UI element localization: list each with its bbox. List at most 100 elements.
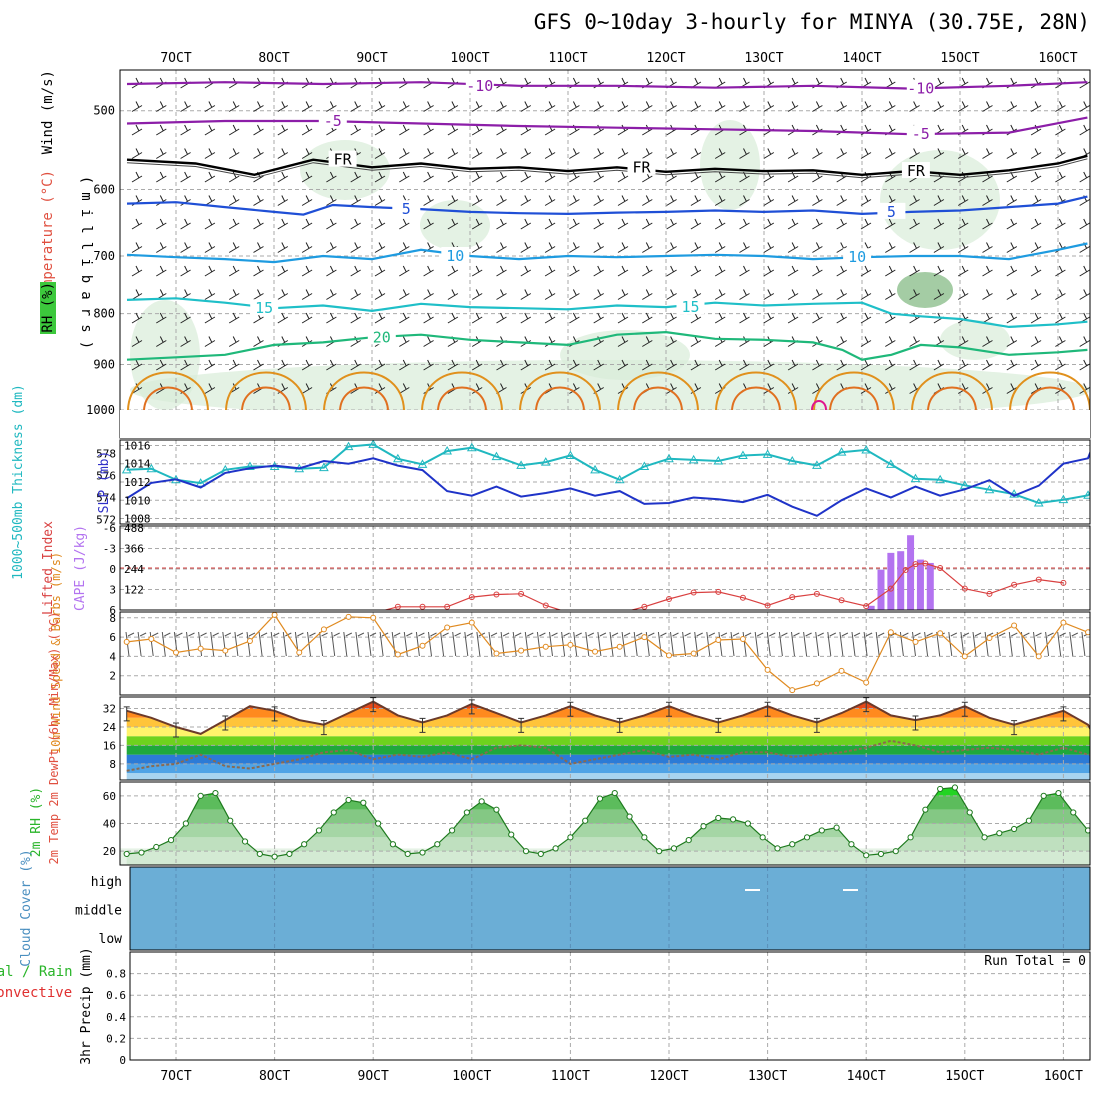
wind-barb [228, 289, 240, 300]
wind-barb [350, 218, 361, 230]
wind-barb [253, 265, 264, 277]
wind-barb [471, 101, 483, 112]
wind-barb [228, 218, 240, 230]
series-point [394, 651, 401, 658]
wind-barb [763, 242, 775, 253]
series-point [1040, 792, 1047, 799]
temperature-contour [731, 386, 781, 411]
series-point [836, 447, 847, 456]
series-point [491, 451, 502, 461]
wind-barb [909, 101, 920, 112]
wind-barb [933, 289, 945, 300]
panel-frame [129, 866, 1091, 951]
series-point [951, 784, 959, 791]
wind-barb [1081, 631, 1090, 657]
isotherm-label-bg [627, 158, 656, 175]
series-point [320, 626, 327, 633]
y-tick-label: 0.2 [106, 1032, 126, 1045]
wind-barb [1055, 359, 1066, 371]
panel-frame [119, 781, 1091, 866]
series-point [656, 848, 663, 855]
wind-barb [156, 312, 167, 324]
wind-barb [860, 265, 872, 277]
y-tick-label: 60 [103, 790, 116, 803]
wind-barb [277, 218, 289, 230]
wind-barb [471, 359, 483, 371]
series-point [611, 789, 618, 797]
wind-barb [642, 289, 653, 300]
vertical-axis-letter: i [78, 258, 94, 266]
series-point [685, 837, 692, 844]
cape-bar [916, 559, 924, 610]
series-point [666, 652, 672, 659]
lifted-index-point [419, 603, 426, 610]
wind-barb [544, 171, 556, 183]
wind-barb [1079, 171, 1090, 183]
wind-barb [496, 77, 507, 89]
panel-axis-label: 3hr Precip (mm) [79, 947, 94, 1064]
vertical-axis-letter: a [78, 291, 94, 299]
wind-barb [982, 195, 993, 206]
wind-barb [228, 195, 240, 206]
lifted-index-point [690, 589, 697, 596]
series-point [626, 813, 633, 820]
wind-barb [1006, 383, 1018, 394]
series-point [567, 641, 574, 648]
y-tick-label: 1016 [124, 439, 151, 452]
wind-barb [471, 265, 483, 277]
isotherm-label: FR [907, 162, 926, 180]
series-point [417, 459, 428, 468]
wind-barb [569, 359, 580, 371]
wind-barb [585, 631, 595, 657]
wind-barb [253, 124, 264, 136]
rh-band [126, 851, 1090, 865]
vertical-axis-letter: m [78, 192, 94, 200]
series-point [146, 463, 157, 473]
panel-axis-label: Lifted Index [41, 521, 56, 615]
wind-barb [544, 312, 556, 324]
wind-barb [836, 265, 847, 277]
wind-barb [1006, 336, 1018, 347]
wind-barb [350, 312, 361, 324]
wind-barb [180, 148, 191, 159]
series-point [616, 643, 623, 650]
date-label-bottom: 12OCT [649, 1069, 688, 1084]
wind-barb [933, 77, 945, 89]
series-point [1083, 490, 1090, 499]
wind-barb [1030, 312, 1042, 324]
panel-axis-label: Cloud Cover (%) [19, 849, 34, 966]
wind-barb [982, 218, 993, 230]
rh-band [126, 809, 1090, 824]
wind-barb [447, 359, 459, 371]
y-tick-label: 800 [93, 307, 115, 321]
wind-barb [933, 265, 945, 277]
wind-barb [198, 631, 207, 657]
lifted-index-point [468, 594, 475, 601]
panel-axis-label: 2m RH (%) [29, 787, 44, 857]
series-point [961, 653, 968, 660]
wind-barb [488, 631, 498, 657]
legend-label: Wind (m/s) [40, 70, 56, 154]
wind-barb [228, 171, 240, 183]
wind-barb [423, 124, 434, 136]
wind-barb [787, 195, 799, 206]
series-point [319, 462, 329, 472]
wind-barb [355, 631, 365, 657]
minmax-marker [1089, 729, 1090, 745]
wind-barb [909, 148, 920, 159]
wind-barb [374, 171, 386, 183]
lifted-index-point [1060, 579, 1067, 586]
series-point [1011, 825, 1018, 833]
wind-barb [301, 124, 313, 136]
y-tick-label: 366 [124, 543, 144, 556]
lifted-index-point [789, 594, 796, 601]
minmax-marker [863, 697, 870, 713]
date-label-top: 15OCT [940, 51, 979, 66]
wind-barb [156, 218, 167, 230]
wind-barb [471, 148, 483, 159]
series-point [466, 442, 477, 452]
wind-barb [180, 312, 191, 324]
wind-barb [982, 148, 993, 159]
wind-barb [326, 359, 337, 371]
date-label-bottom: 16OCT [1044, 1069, 1083, 1084]
